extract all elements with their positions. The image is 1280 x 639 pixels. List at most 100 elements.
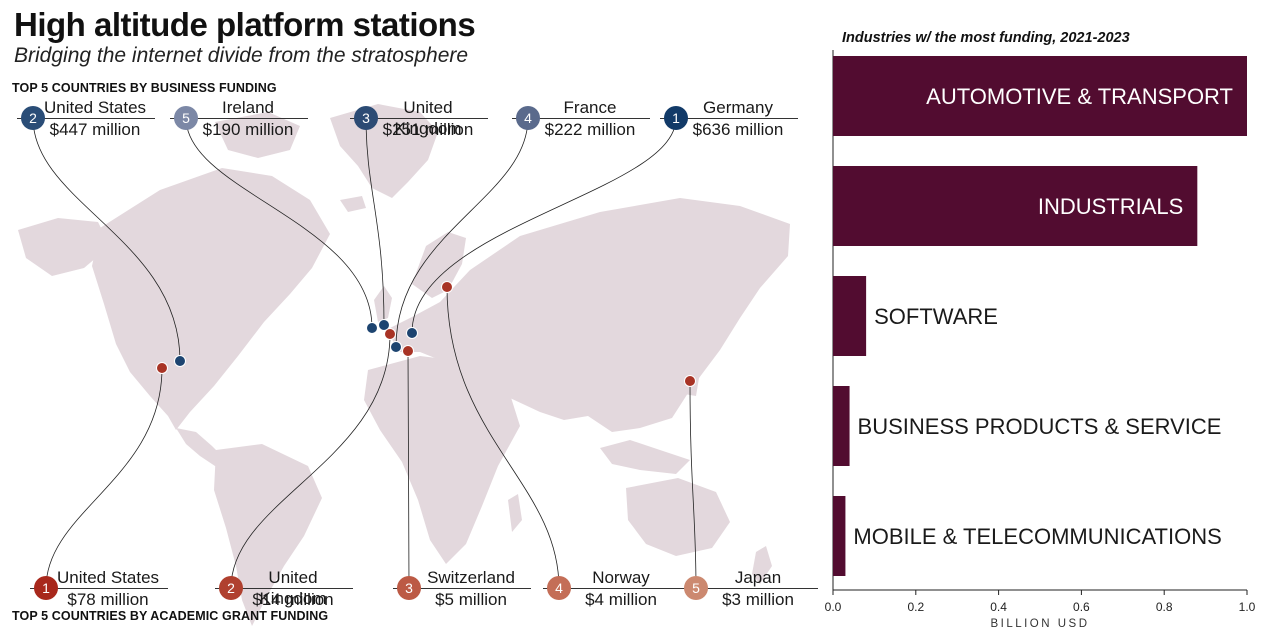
business-connector-line — [395, 117, 529, 348]
business-rank-badge: 5 — [174, 106, 198, 130]
academic-location-marker — [402, 345, 414, 357]
business-country-amount: $636 million — [692, 120, 784, 139]
academic-label-underline — [30, 588, 168, 589]
business-label-underline — [660, 118, 798, 119]
business-country-amount: $447 million — [49, 120, 141, 139]
business-country-amount: $251 million — [382, 120, 474, 139]
business-label-underline — [170, 118, 308, 119]
business-connector-line — [32, 117, 181, 362]
academic-rank-badge: 3 — [397, 576, 421, 600]
academic-country-amount: $3 million — [722, 590, 794, 609]
business-connector-line — [185, 117, 373, 329]
business-connector-line — [365, 117, 385, 326]
x-tick-label: 0.2 — [907, 600, 924, 614]
business-location-marker — [366, 322, 378, 334]
academic-connector-line — [446, 286, 560, 589]
academic-connector-line — [689, 380, 697, 589]
bar-label-5: MOBILE & TELECOMMUNICATIONS — [853, 524, 1221, 549]
business-country-amount: $190 million — [202, 120, 294, 139]
bar-2 — [833, 166, 1198, 246]
business-country-name: United States — [43, 98, 147, 117]
x-tick-label: 0.0 — [825, 600, 842, 614]
academic-funding-label: TOP 5 COUNTRIES BY ACADEMIC GRANT FUNDIN… — [12, 609, 329, 623]
land-africa — [364, 356, 520, 564]
chart-title: Industries w/ the most funding, 2021-202… — [842, 30, 1130, 46]
academic-country-name: Switzerland — [427, 568, 515, 587]
academic-label-underline — [680, 588, 818, 589]
bar-3 — [833, 276, 867, 356]
world-map — [18, 104, 790, 626]
business-label-underline — [512, 118, 650, 119]
academic-location-marker — [156, 362, 168, 374]
academic-country-amount: $4 million — [585, 590, 657, 609]
land-british-isles — [374, 286, 392, 322]
land-central-america — [176, 428, 226, 468]
industry-bar-chart: AUTOMOTIVE & TRANSPORT INDUSTRIALS SOFTWAR… — [825, 50, 1256, 630]
business-country-amount: $222 million — [544, 120, 636, 139]
x-tick-label: 0.6 — [1073, 600, 1090, 614]
business-rank-badge: 4 — [516, 106, 540, 130]
bar-1 — [833, 56, 1247, 136]
land-alaska — [18, 218, 110, 276]
page-title: High altitude platform stations — [14, 6, 476, 43]
academic-location-marker — [384, 328, 396, 340]
x-tick-label: 1.0 — [1239, 600, 1256, 614]
academic-country-amount: $14 million — [252, 590, 334, 609]
academic-location-marker — [684, 375, 696, 387]
bar-label-3: SOFTWARE — [874, 304, 998, 329]
business-country-name: France — [563, 98, 617, 117]
bar-label-1: AUTOMOTIVE & TRANSPORT — [926, 84, 1233, 109]
business-funding-label: TOP 5 COUNTRIES BY BUSINESS FUNDING — [12, 81, 277, 95]
land-greenland — [330, 104, 438, 198]
business-location-marker — [378, 319, 390, 331]
academic-rank-badge: 5 — [684, 576, 708, 600]
business-label-underline — [17, 118, 155, 119]
bar-label-2: INDUSTRIALS — [1038, 194, 1183, 219]
academic-country-name: United Kingdom — [259, 568, 327, 608]
x-tick-label: 0.8 — [1156, 600, 1173, 614]
x-axis-label: BILLION USD — [990, 618, 1089, 630]
academic-label-underline — [543, 588, 681, 589]
map-connectors — [32, 117, 697, 589]
business-label-underline — [350, 118, 488, 119]
academic-rank-badge: 4 — [547, 576, 571, 600]
business-location-marker — [406, 327, 418, 339]
business-rank-badge: 3 — [354, 106, 378, 130]
academic-connector-line — [407, 350, 410, 589]
land-new-zealand — [752, 546, 772, 584]
academic-label-underline — [215, 588, 353, 589]
land-arctic-islands — [215, 112, 300, 158]
page-subtitle: Bridging the internet divide from the st… — [14, 44, 469, 67]
business-country-name: Germany — [703, 98, 773, 117]
business-rank-badge: 2 — [21, 106, 45, 130]
academic-connector-line — [45, 367, 163, 589]
land-scandinavia — [412, 232, 466, 298]
map-markers — [156, 281, 696, 387]
academic-rank-badge: 2 — [219, 576, 243, 600]
business-connector-line — [411, 117, 677, 334]
bar-label-4: BUSINESS PRODUCTS & SERVICE — [858, 414, 1222, 439]
map-landmasses — [18, 104, 790, 626]
academic-rank-badge: 1 — [34, 576, 58, 600]
academic-country-amount: $5 million — [435, 590, 507, 609]
academic-country-name: Norway — [592, 568, 650, 587]
x-tick-label: 0.4 — [990, 600, 1007, 614]
academic-location-marker — [441, 281, 453, 293]
academic-connector-line — [230, 333, 391, 589]
land-australia — [626, 478, 730, 556]
land-iceland — [340, 196, 366, 212]
bar-5 — [833, 496, 846, 576]
land-north-america — [92, 168, 330, 430]
business-country-name: Ireland — [222, 98, 274, 117]
business-rank-badge: 1 — [664, 106, 688, 130]
business-country-name: United Kingdom — [394, 98, 462, 138]
business-location-marker — [174, 355, 186, 367]
academic-country-name: United States — [56, 568, 160, 587]
business-location-marker — [390, 341, 402, 353]
academic-label-underline — [393, 588, 531, 589]
academic-country-amount: $78 million — [67, 590, 149, 609]
land-se-asia-islands — [600, 440, 690, 474]
academic-country-name: Japan — [734, 568, 782, 587]
bar-4 — [833, 386, 850, 466]
land-madagascar — [508, 494, 522, 532]
